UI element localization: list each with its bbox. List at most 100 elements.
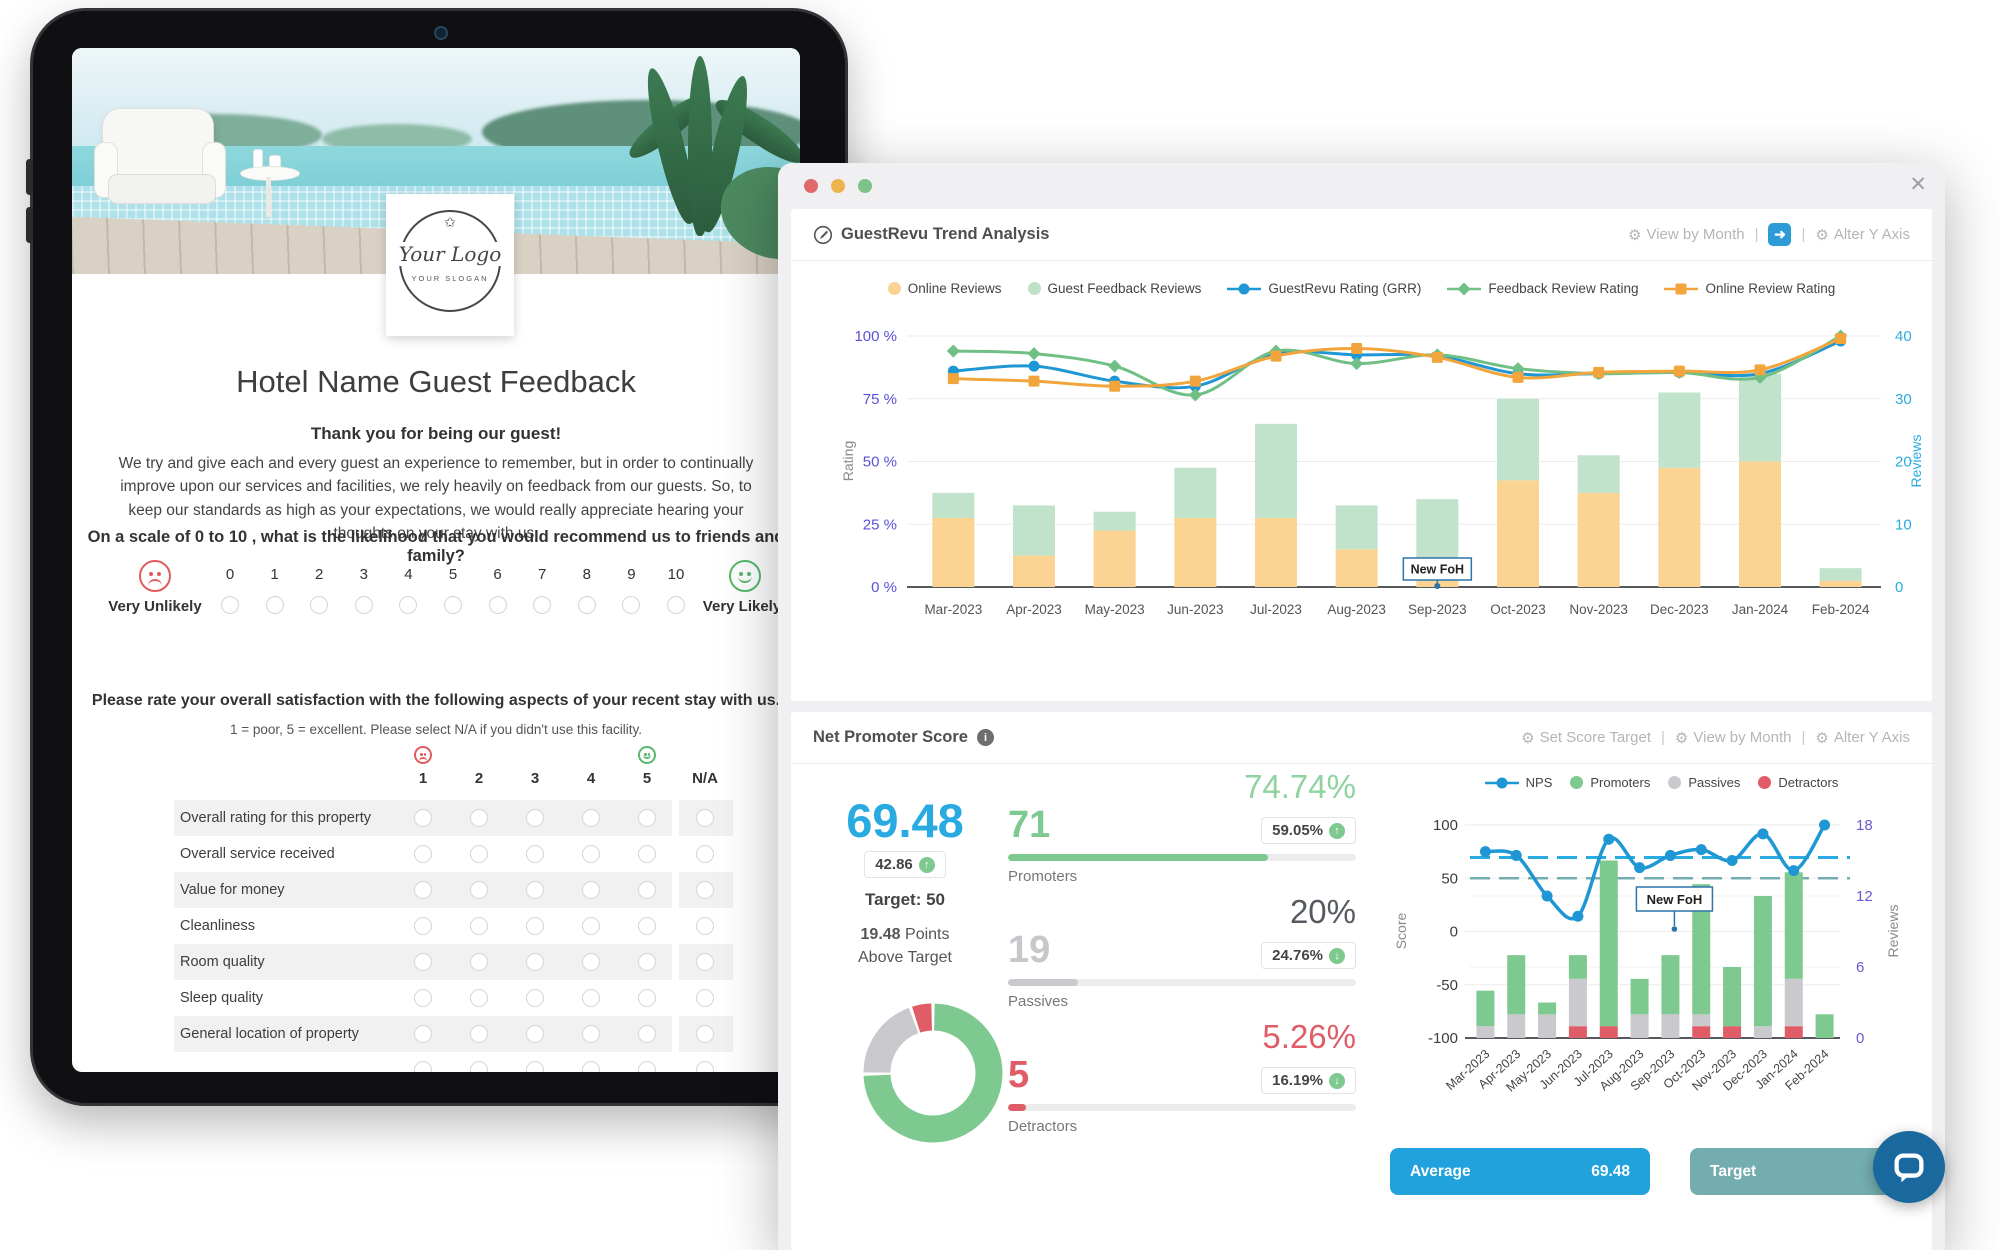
rating-radio[interactable] bbox=[414, 809, 432, 827]
rating-radio[interactable] bbox=[414, 953, 432, 971]
rating-radio[interactable] bbox=[526, 845, 544, 863]
view-by-month-control[interactable]: ⚙ View by Month bbox=[1674, 729, 1792, 747]
info-icon[interactable]: i bbox=[976, 729, 994, 746]
legend-item[interactable]: NPS bbox=[1484, 775, 1552, 790]
volume-button-down bbox=[26, 207, 33, 243]
svg-text:Mar-2023: Mar-2023 bbox=[924, 602, 982, 617]
nps-scale-radio[interactable] bbox=[444, 596, 462, 614]
nps-scale-radio[interactable] bbox=[221, 596, 239, 614]
bar-segment bbox=[1174, 467, 1217, 518]
nps-scale-radio[interactable] bbox=[667, 596, 685, 614]
nps-scale-radio[interactable] bbox=[533, 596, 552, 614]
alter-y-axis-control[interactable]: ⚙ Alter Y Axis bbox=[1815, 226, 1910, 244]
rating-radio[interactable] bbox=[414, 989, 432, 1007]
nps-scale-radio[interactable] bbox=[354, 596, 373, 614]
survey-intro: We try and give each and every guest an … bbox=[118, 455, 754, 542]
rating-radio[interactable] bbox=[526, 1025, 544, 1043]
bar-segment bbox=[1335, 549, 1378, 587]
rating-radio[interactable] bbox=[470, 1061, 488, 1072]
alter-y-axis-control[interactable]: ⚙ Alter Y Axis bbox=[1815, 729, 1910, 747]
rating-radio[interactable] bbox=[696, 1061, 714, 1072]
rating-radio[interactable] bbox=[414, 845, 432, 863]
rating-radio[interactable] bbox=[470, 989, 488, 1007]
group-progress-bar bbox=[1008, 854, 1356, 861]
legend-item[interactable]: Detractors bbox=[1758, 775, 1838, 790]
rating-radio[interactable] bbox=[526, 1061, 544, 1072]
next-period-button[interactable]: ➜ bbox=[1768, 223, 1792, 246]
chat-widget-button[interactable] bbox=[1873, 1131, 1945, 1203]
rating-radio[interactable] bbox=[470, 1025, 488, 1043]
rating-radio[interactable] bbox=[638, 989, 656, 1007]
nps-scale-radio[interactable] bbox=[488, 596, 507, 614]
rating-radio[interactable] bbox=[526, 953, 544, 971]
rating-radio[interactable] bbox=[582, 809, 600, 827]
rating-radio[interactable] bbox=[414, 1025, 432, 1043]
rating-column-header: N/A bbox=[692, 770, 718, 787]
rating-radio[interactable] bbox=[582, 1025, 600, 1043]
rating-radio[interactable] bbox=[638, 845, 656, 863]
rating-radio[interactable] bbox=[470, 845, 488, 863]
rating-radio[interactable] bbox=[638, 1061, 656, 1072]
rating-radio[interactable] bbox=[696, 881, 714, 899]
rating-radio[interactable] bbox=[582, 881, 600, 899]
rating-radio[interactable] bbox=[582, 989, 600, 1007]
rating-radio[interactable] bbox=[582, 917, 600, 935]
rating-radio[interactable] bbox=[582, 1061, 600, 1072]
svg-text:Jul-2023: Jul-2023 bbox=[1250, 602, 1302, 617]
logo-text: Your Logo bbox=[395, 242, 505, 266]
rating-radio[interactable] bbox=[470, 917, 488, 935]
rating-radio[interactable] bbox=[414, 1061, 432, 1072]
rating-radio[interactable] bbox=[470, 881, 488, 899]
nps-scale-radio[interactable] bbox=[265, 596, 284, 614]
view-by-month-control[interactable]: ⚙ View by Month bbox=[1628, 226, 1745, 244]
nps-scale-radio[interactable] bbox=[310, 596, 329, 614]
group-count: 19 bbox=[1008, 929, 1051, 971]
legend-item[interactable]: Feedback Review Rating bbox=[1447, 281, 1638, 296]
close-icon[interactable]: ✕ bbox=[1909, 173, 1927, 196]
rating-radio[interactable] bbox=[638, 953, 656, 971]
rating-radio[interactable] bbox=[470, 953, 488, 971]
rating-radio[interactable] bbox=[638, 917, 656, 935]
svg-text:0: 0 bbox=[1895, 579, 1903, 596]
rating-radio[interactable] bbox=[696, 1025, 714, 1043]
rating-radio[interactable] bbox=[526, 881, 544, 899]
rating-radio[interactable] bbox=[696, 809, 714, 827]
set-score-target-control[interactable]: ⚙ Set Score Target bbox=[1521, 729, 1652, 747]
gear-icon: ⚙ bbox=[1674, 729, 1689, 747]
zoom-traffic-light[interactable] bbox=[858, 179, 872, 193]
table-row: Overall rating for this property bbox=[72, 800, 800, 836]
rating-radio[interactable] bbox=[582, 953, 600, 971]
legend-item[interactable]: Guest Feedback Reviews bbox=[1027, 281, 1201, 296]
donut-slice-detractors bbox=[912, 1003, 933, 1033]
rating-radio[interactable] bbox=[526, 989, 544, 1007]
rating-radio[interactable] bbox=[696, 953, 714, 971]
nps-group-passives: 20% 19 24.76% ↓ Passives bbox=[1008, 893, 1356, 1010]
legend-item[interactable]: Online Reviews bbox=[887, 281, 1002, 296]
legend-item[interactable]: Promoters bbox=[1570, 775, 1650, 790]
rating-radio[interactable] bbox=[696, 989, 714, 1007]
legend-item[interactable]: Passives bbox=[1668, 775, 1740, 790]
rating-radio[interactable] bbox=[638, 809, 656, 827]
nps-scale-radio[interactable] bbox=[622, 596, 641, 614]
rating-radio[interactable] bbox=[414, 881, 432, 899]
nps-scale-radio[interactable] bbox=[399, 596, 418, 614]
group-change-badge: 24.76% ↓ bbox=[1261, 942, 1356, 969]
bar-segment bbox=[1692, 884, 1711, 1015]
rating-radio[interactable] bbox=[526, 809, 544, 827]
minimize-traffic-light[interactable] bbox=[831, 179, 845, 193]
legend-item[interactable]: GuestRevu Rating (GRR) bbox=[1227, 281, 1421, 296]
legend-item[interactable]: Online Review Rating bbox=[1664, 281, 1835, 296]
rating-radio[interactable] bbox=[470, 809, 488, 827]
rating-radio[interactable] bbox=[696, 845, 714, 863]
rating-radio[interactable] bbox=[526, 917, 544, 935]
rating-radio[interactable] bbox=[638, 881, 656, 899]
nps-scale-radio[interactable] bbox=[577, 596, 596, 614]
trend-legend: Online Reviews Guest Feedback Reviews Gues… bbox=[791, 281, 1932, 296]
rating-radio[interactable] bbox=[414, 917, 432, 935]
rating-radio[interactable] bbox=[696, 917, 714, 935]
rating-radio[interactable] bbox=[582, 845, 600, 863]
average-button[interactable]: Average 69.48 bbox=[1390, 1148, 1650, 1195]
bar-segment bbox=[1093, 511, 1136, 531]
rating-radio[interactable] bbox=[638, 1025, 656, 1043]
close-traffic-light[interactable] bbox=[804, 179, 818, 193]
